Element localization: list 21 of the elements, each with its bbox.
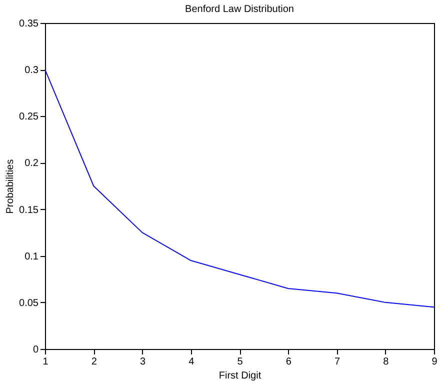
x-tick-label: 6 (286, 356, 292, 368)
y-tick-label: 0.05 (19, 298, 39, 309)
y-tick-label: 0 (32, 344, 39, 356)
x-axis-title: First Digit (218, 370, 262, 382)
y-tick-label: 0.25 (19, 112, 39, 123)
y-tick-label: 0.1 (24, 251, 39, 262)
y-axis-title: Probabilities (5, 159, 16, 214)
chart-title: Benford Law Distribution (185, 4, 294, 15)
y-tick-label: 0.2 (24, 158, 39, 170)
x-tick-label: 3 (140, 356, 146, 368)
x-tick-label: 5 (237, 356, 244, 368)
x-tick-label: 7 (334, 356, 340, 368)
line-series (44, 69, 434, 308)
y-tick-label: 0.15 (19, 204, 39, 216)
y-tick-label: 0.3 (24, 65, 39, 76)
x-tick-label: 8 (383, 356, 390, 368)
y-tick-label: 0.35 (19, 18, 39, 30)
x-tick-label: 9 (432, 356, 438, 368)
x-tick-label: 1 (42, 356, 49, 368)
x-tick-label: 2 (91, 356, 98, 368)
x-tick-label: 4 (188, 356, 195, 368)
